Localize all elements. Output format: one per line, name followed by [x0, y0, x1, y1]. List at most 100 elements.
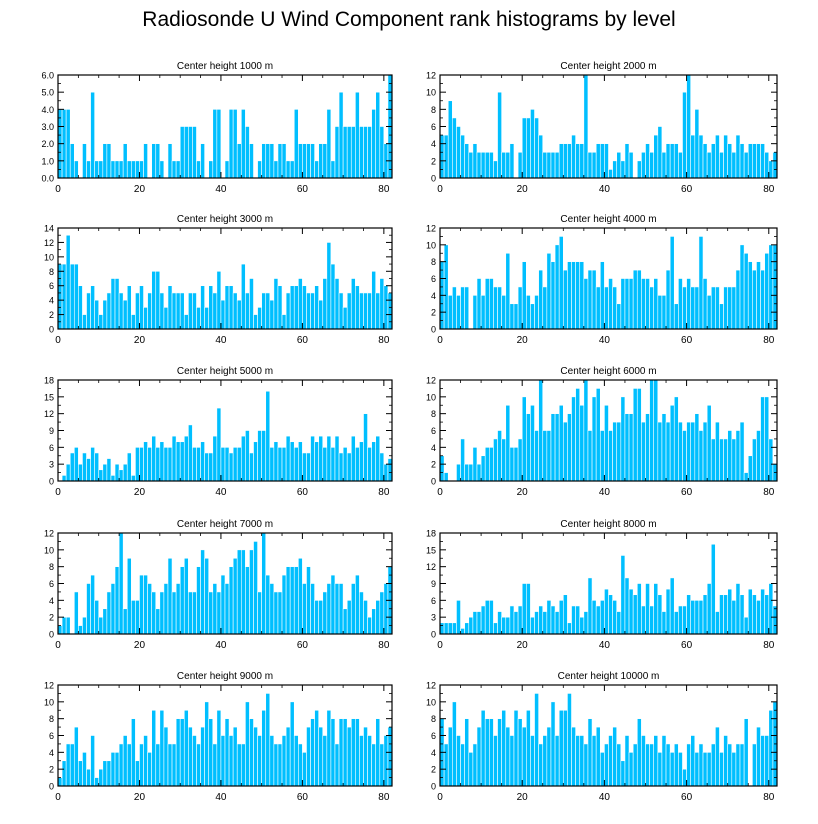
- x-tick-label: 0: [55, 640, 61, 651]
- histogram-bar: [285, 160, 291, 179]
- histogram-bar: [342, 307, 348, 330]
- x-tick-label: 80: [763, 487, 775, 498]
- histogram-bar: [175, 718, 181, 787]
- histogram-bar: [363, 126, 368, 179]
- histogram-bar: [645, 278, 650, 330]
- histogram-bar: [240, 263, 246, 330]
- histogram-bar: [171, 160, 177, 179]
- histogram-bar: [443, 134, 449, 179]
- y-tick-label: 6: [431, 426, 436, 436]
- histogram-bar: [764, 594, 770, 635]
- histogram-bar: [546, 151, 552, 179]
- histogram-bar: [645, 583, 650, 635]
- histogram-bar: [571, 134, 576, 179]
- histogram-bar: [359, 591, 364, 635]
- histogram-bar: [151, 143, 157, 179]
- histogram-bar: [489, 447, 494, 482]
- histogram-bar: [653, 134, 659, 179]
- histogram-bar: [571, 261, 576, 330]
- histogram-bar: [143, 735, 148, 787]
- histogram-bar: [509, 735, 515, 787]
- histogram-bar: [338, 583, 344, 635]
- histogram-bar: [517, 286, 523, 330]
- x-tick-label: 20: [134, 640, 146, 651]
- histogram-bar: [521, 117, 527, 179]
- histogram-bar: [562, 709, 568, 787]
- histogram-bar: [747, 455, 753, 482]
- histogram-bar: [464, 286, 470, 330]
- histogram-bar: [517, 605, 523, 635]
- histogram-bar: [653, 583, 659, 635]
- histogram-bar: [232, 109, 238, 179]
- histogram-bar: [678, 752, 683, 787]
- histogram-bar: [768, 709, 774, 787]
- histogram-bar: [452, 286, 457, 330]
- histogram-bar: [558, 236, 564, 330]
- histogram-bar: [86, 768, 91, 787]
- histogram-bar: [616, 421, 622, 482]
- histogram-bar: [289, 285, 295, 330]
- histogram-bar: [452, 622, 457, 635]
- histogram-bar: [232, 726, 238, 787]
- histogram-bar: [620, 396, 626, 482]
- histogram-bar: [371, 608, 377, 635]
- y-tick-label: 0: [49, 325, 54, 335]
- histogram-bar: [731, 600, 737, 635]
- histogram-bar: [257, 591, 262, 635]
- histogram-bar: [661, 735, 667, 787]
- histogram-bar: [702, 143, 708, 179]
- histogram-bar: [122, 608, 128, 635]
- histogram-bar: [571, 726, 576, 787]
- histogram-bar: [298, 743, 303, 787]
- histogram-bar: [139, 447, 144, 482]
- histogram-bar: [768, 160, 774, 179]
- histogram-bar: [509, 303, 515, 330]
- histogram-bar: [61, 616, 67, 635]
- histogram-bar: [163, 447, 169, 482]
- histogram-bar: [310, 583, 315, 635]
- histogram-bar: [587, 577, 593, 635]
- histogram-bar: [715, 726, 720, 787]
- histogram-bar: [743, 252, 749, 330]
- histogram-bar: [550, 151, 556, 179]
- histogram-bar: [599, 600, 605, 635]
- histogram-bar: [326, 435, 332, 482]
- histogram-bar: [645, 143, 650, 179]
- histogram-bar: [661, 295, 667, 330]
- histogram-bar: [723, 134, 728, 179]
- histogram-bar: [731, 752, 737, 787]
- histogram-bar: [220, 735, 226, 787]
- histogram-bar: [480, 605, 486, 635]
- histogram-bar: [78, 463, 83, 482]
- histogram-bar: [298, 557, 303, 635]
- histogram-bar: [636, 269, 642, 330]
- histogram-bar: [579, 735, 585, 787]
- histogram-bar: [665, 269, 671, 330]
- histogram-bar: [526, 117, 531, 179]
- histogram-bar: [122, 299, 128, 330]
- histogram-bar: [534, 693, 539, 787]
- histogram-bar: [310, 435, 315, 482]
- histogram-bar: [314, 160, 319, 179]
- histogram-bar: [669, 577, 675, 635]
- histogram-bar: [257, 307, 262, 330]
- histogram-bar: [302, 752, 307, 787]
- histogram-bar: [82, 314, 87, 330]
- histogram-bar: [61, 760, 67, 787]
- histogram-bar: [567, 622, 572, 635]
- x-tick-label: 60: [681, 640, 693, 651]
- histogram-bar: [756, 600, 761, 635]
- histogram-bar: [669, 752, 675, 787]
- histogram-bar: [375, 718, 381, 787]
- histogram-bar: [306, 726, 311, 787]
- histogram-bar: [567, 693, 572, 787]
- histogram-bar: [346, 292, 352, 330]
- histogram-bar: [371, 441, 377, 482]
- panel-title: Center height 10000 m: [558, 671, 660, 682]
- histogram-bar: [682, 286, 687, 330]
- histogram-bar: [756, 726, 761, 787]
- histogram-bar: [216, 709, 222, 787]
- histogram-bar: [200, 285, 205, 330]
- y-tick-label: 2: [431, 156, 436, 166]
- histogram-bar: [665, 588, 671, 635]
